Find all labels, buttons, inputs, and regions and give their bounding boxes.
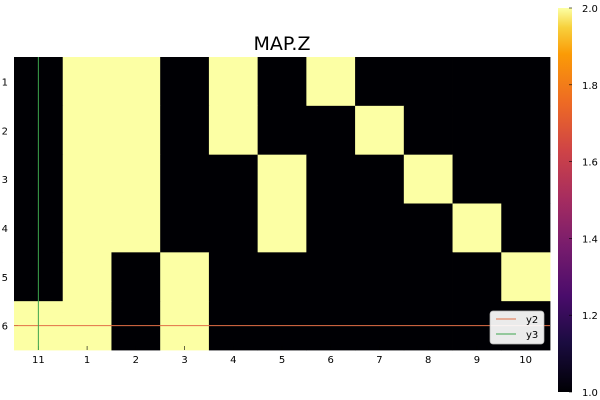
heatmap-cell-r4-c10 (452, 203, 502, 253)
heatmap-cell-r2-c10 (452, 105, 502, 156)
heatmap-cell-r2-c5 (208, 105, 259, 156)
heatmap-cell-r5-c4 (160, 252, 210, 302)
heatmap-cell-r4-c4 (160, 203, 210, 253)
heatmap-cell-r2-c11 (501, 105, 551, 156)
legend-label-y3: y3 (526, 330, 538, 341)
x-tick-label-1: 1 (84, 355, 90, 366)
heatmap-cell-r4-c6 (257, 203, 307, 253)
heatmap-cell-r5-c8 (355, 252, 405, 302)
heatmap-cell-r3-c6 (257, 154, 307, 204)
heatmap-cell-r1-c8 (355, 57, 405, 107)
heatmap-cell-r2-c9 (403, 105, 453, 156)
heatmap-cell-r2-c4 (160, 105, 210, 156)
heatmap-cell-r5-c6 (257, 252, 307, 302)
heatmap-cell-r4-c11 (501, 203, 551, 253)
heatmap-cell-r5-c10 (452, 252, 502, 302)
heatmap-cells (14, 57, 551, 351)
heatmap-cell-r1-c4 (160, 57, 210, 107)
x-tick-label-4: 4 (230, 355, 236, 366)
heatmap-cell-r3-c7 (306, 154, 356, 204)
colorbar-tick-label-1: 1.2 (582, 311, 598, 322)
colorbar-tick-label-5: 2.0 (582, 4, 598, 15)
y-tick-label-5: 5 (2, 273, 8, 284)
chart-title: MAP.Z (254, 33, 311, 55)
overlay-lines (14, 57, 550, 350)
heatmap-cell-r2-c8 (355, 105, 405, 156)
heatmap-cell-r1-c11 (501, 57, 551, 107)
x-axis-ticks: 11 1 2 3 4 5 6 7 8 9 10 (32, 346, 532, 366)
heatmap-cell-r2-c3 (111, 105, 161, 156)
legend: y2 y3 (489, 310, 545, 345)
y-tick-label-1: 1 (2, 77, 8, 88)
heatmap-cell-r3-c2 (62, 154, 112, 204)
colorbar-tick-label-4: 1.8 (582, 81, 598, 92)
colorbar-ticks: 1.0 1.2 1.4 1.6 1.8 2.0 (569, 4, 598, 399)
heatmap-cell-r1-c9 (403, 57, 453, 107)
heatmap-cell-r5-c7 (306, 252, 356, 302)
x-tick-label-11: 11 (32, 355, 45, 366)
heatmap-cell-r5-c5 (208, 252, 259, 302)
x-tick-label-7: 7 (376, 355, 382, 366)
heatmap-cell-r1-c6 (257, 57, 307, 107)
x-tick-label-9: 9 (474, 355, 480, 366)
colorbar-tick-label-3: 1.6 (582, 158, 598, 169)
heatmap-cell-r4-c8 (355, 203, 405, 253)
heatmap-cell-r5-c11 (501, 252, 551, 302)
heatmap-cell-r1-c5 (208, 57, 259, 107)
heatmap-cell-r4-c5 (208, 203, 259, 253)
heatmap-cell-r5-c2 (62, 252, 112, 302)
heatmap-cell-r3-c9 (403, 154, 453, 204)
heatmap-cell-r1-c2 (62, 57, 112, 107)
colorbar-tick-label-0: 1.0 (582, 388, 598, 399)
x-tick-label-10: 10 (519, 355, 532, 366)
heatmap-cell-r2-c7 (306, 105, 356, 156)
heatmap-cell-r3-c4 (160, 154, 210, 204)
y-tick-label-3: 3 (2, 175, 8, 186)
heatmap-cell-r2-c2 (62, 105, 112, 156)
x-tick-label-3: 3 (181, 355, 187, 366)
heatmap-cell-r5-c3 (111, 252, 161, 302)
heatmap-cell-r2-c6 (257, 105, 307, 156)
heatmap-cell-r3-c11 (501, 154, 551, 204)
x-tick-label-2: 2 (133, 355, 139, 366)
heatmap-cell-r3-c10 (452, 154, 502, 204)
x-tick-label-5: 5 (279, 355, 285, 366)
colorbar (558, 8, 572, 392)
x-tick-label-6: 6 (328, 355, 334, 366)
heatmap-cell-r1-c3 (111, 57, 161, 107)
heatmap-cell-r5-c9 (403, 252, 453, 302)
heatmap-cell-r1-c10 (452, 57, 502, 107)
heatmap-cell-r3-c3 (111, 154, 161, 204)
heatmap-cell-r3-c8 (355, 154, 405, 204)
y-tick-label-6: 6 (2, 322, 8, 333)
heatmap-cell-r4-c2 (62, 203, 112, 253)
legend-label-y2: y2 (526, 315, 538, 326)
x-tick-label-8: 8 (425, 355, 431, 366)
heatmap-cell-r4-c9 (403, 203, 453, 253)
heatmap-cell-r4-c3 (111, 203, 161, 253)
colorbar-tick-label-2: 1.4 (582, 234, 598, 245)
heatmap-cell-r1-c7 (306, 57, 356, 107)
y-tick-label-2: 2 (2, 126, 8, 137)
heatmap-cell-r3-c5 (208, 154, 259, 204)
heatmap-cell-r4-c7 (306, 203, 356, 253)
y-tick-label-4: 4 (2, 224, 8, 235)
